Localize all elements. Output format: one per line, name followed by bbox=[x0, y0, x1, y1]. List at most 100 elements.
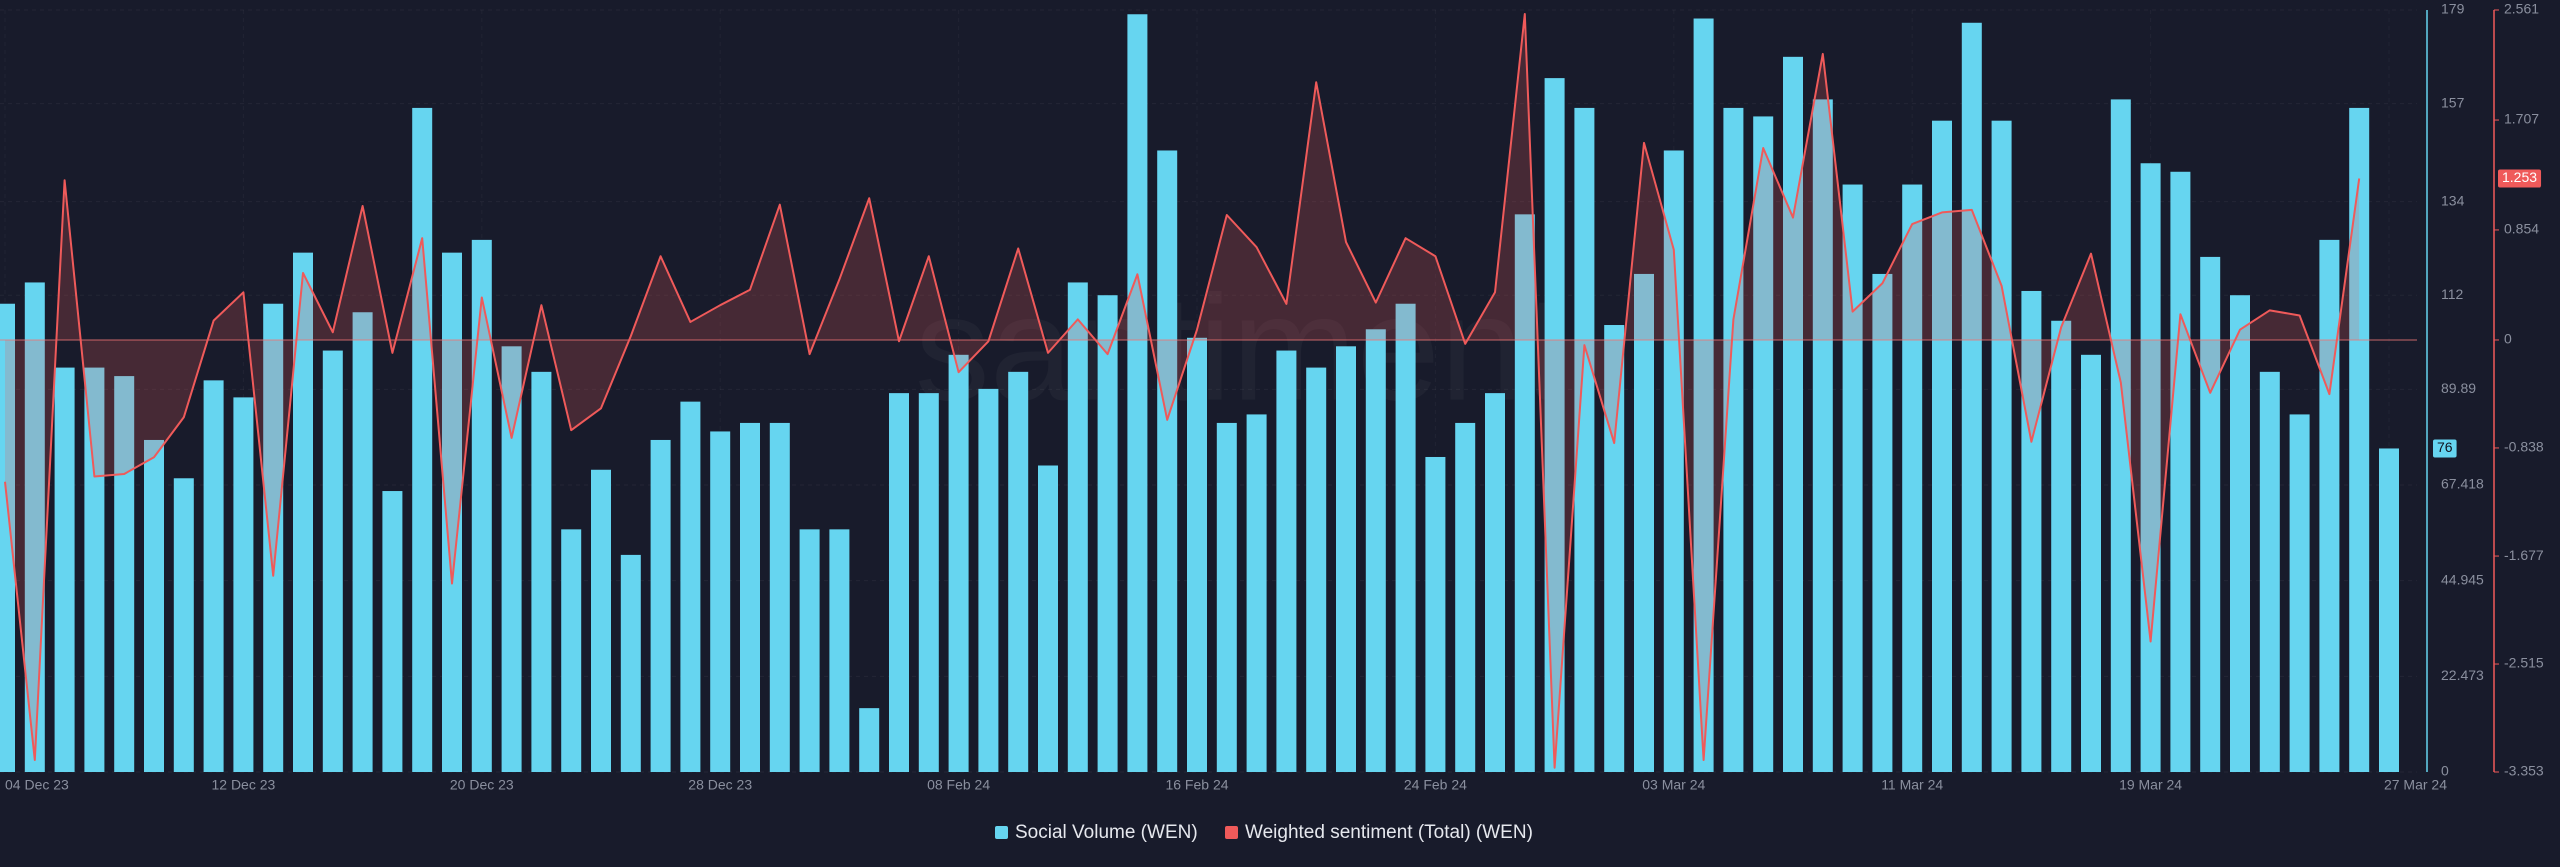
bar bbox=[1187, 337, 1207, 772]
value-tag bbox=[2498, 169, 2542, 188]
x-tick-label: 27 Mar 24 bbox=[2384, 777, 2447, 793]
bar bbox=[680, 401, 701, 772]
bar bbox=[1723, 107, 1744, 772]
bar bbox=[859, 708, 880, 772]
x-tick-label: 04 Dec 23 bbox=[5, 777, 69, 793]
bar bbox=[54, 367, 75, 772]
bar bbox=[978, 388, 999, 772]
bar bbox=[1395, 303, 1416, 772]
bar bbox=[0, 303, 15, 772]
y-tick-label: 0 bbox=[2441, 763, 2449, 779]
bar bbox=[1961, 22, 1982, 773]
bar bbox=[293, 252, 313, 772]
bar bbox=[829, 529, 850, 772]
bar bbox=[1812, 99, 1833, 772]
bar bbox=[412, 107, 433, 772]
bar bbox=[1067, 282, 1088, 772]
x-tick-label: 12 Dec 23 bbox=[211, 777, 275, 793]
bar bbox=[1246, 414, 1267, 772]
bar bbox=[2289, 414, 2310, 772]
bar bbox=[531, 371, 552, 772]
x-tick-label: 11 Mar 24 bbox=[1881, 777, 1943, 793]
bar bbox=[1991, 120, 2012, 772]
y-tick-label: 134 bbox=[2441, 192, 2465, 208]
bar bbox=[2230, 295, 2250, 772]
bar bbox=[1872, 273, 1893, 772]
bar bbox=[710, 431, 731, 772]
bar bbox=[1693, 18, 1714, 772]
bar bbox=[1663, 150, 1684, 772]
y2-tick-label: -1.677 bbox=[2504, 547, 2544, 563]
bar bbox=[1753, 116, 1774, 773]
legend-swatch[interactable] bbox=[1225, 826, 1238, 839]
bar bbox=[1783, 56, 1803, 772]
x-tick-label: 28 Dec 23 bbox=[688, 777, 752, 793]
bar bbox=[1365, 329, 1386, 772]
y-tick-label: 22.473 bbox=[2441, 667, 2484, 683]
bar bbox=[799, 529, 820, 772]
bar bbox=[769, 422, 790, 772]
bar bbox=[442, 252, 462, 772]
bar bbox=[173, 478, 194, 772]
y2-tick-label: 0 bbox=[2504, 331, 2512, 347]
value-label: 76 bbox=[2437, 439, 2453, 455]
bar bbox=[1514, 214, 1535, 772]
bar bbox=[1216, 422, 1237, 772]
y-tick-label: 157 bbox=[2441, 94, 2465, 110]
y-tick-label: 89.89 bbox=[2441, 380, 2476, 396]
bar bbox=[1336, 346, 1356, 772]
bar bbox=[2081, 354, 2101, 772]
legend-swatch[interactable] bbox=[995, 826, 1008, 839]
bar bbox=[203, 380, 224, 772]
bar bbox=[233, 397, 254, 772]
bar bbox=[1544, 78, 1565, 772]
x-tick-label: 24 Feb 24 bbox=[1404, 777, 1467, 793]
bar bbox=[948, 354, 969, 772]
x-tick-label: 20 Dec 23 bbox=[450, 777, 514, 793]
legend-label[interactable]: Social Volume (WEN) bbox=[1015, 822, 1198, 843]
bar bbox=[2349, 107, 2370, 772]
x-tick-label: 08 Feb 24 bbox=[927, 777, 990, 793]
bar bbox=[1932, 120, 1952, 772]
bar bbox=[1157, 150, 1178, 772]
bar bbox=[1485, 393, 1505, 772]
bar bbox=[1455, 422, 1476, 772]
y-tick-label: 67.418 bbox=[2441, 476, 2484, 492]
bar bbox=[1038, 465, 1058, 772]
y2-tick-label: 2.561 bbox=[2504, 1, 2539, 17]
value-tag bbox=[2433, 439, 2457, 458]
bar bbox=[1127, 14, 1148, 773]
legend-label[interactable]: Weighted sentiment (Total) (WEN) bbox=[1245, 822, 1533, 843]
bar bbox=[591, 469, 611, 772]
bar bbox=[620, 554, 641, 772]
y-tick-label: 179 bbox=[2441, 1, 2465, 17]
bar bbox=[144, 439, 164, 772]
y-tick-label: 44.945 bbox=[2441, 571, 2484, 587]
bar bbox=[471, 239, 492, 773]
bar bbox=[352, 312, 373, 772]
bar bbox=[561, 529, 582, 772]
bar bbox=[501, 346, 522, 772]
y2-tick-label: -3.353 bbox=[2504, 763, 2544, 779]
bar bbox=[2051, 320, 2072, 772]
y2-tick-label: -2.515 bbox=[2504, 655, 2544, 671]
y-tick-label: 112 bbox=[2441, 286, 2464, 302]
line bbox=[4, 12, 2361, 769]
bar bbox=[1008, 371, 1029, 772]
bar bbox=[2259, 371, 2280, 772]
bar bbox=[740, 422, 760, 772]
bar bbox=[382, 491, 403, 772]
bar bbox=[1604, 325, 1625, 772]
bar bbox=[2140, 163, 2161, 772]
bar bbox=[322, 350, 343, 772]
bar bbox=[1276, 350, 1297, 772]
bar bbox=[2379, 448, 2399, 772]
bar bbox=[1574, 107, 1595, 772]
bar bbox=[889, 393, 909, 772]
bar bbox=[2170, 171, 2191, 772]
bar bbox=[1097, 295, 1118, 772]
bar bbox=[1902, 184, 1923, 772]
x-tick-label: 16 Feb 24 bbox=[1165, 777, 1228, 793]
bar bbox=[2200, 256, 2221, 772]
